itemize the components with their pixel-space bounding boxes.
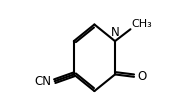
Text: O: O bbox=[137, 70, 146, 83]
Text: CN: CN bbox=[35, 75, 52, 88]
Text: N: N bbox=[111, 26, 120, 39]
Text: CH₃: CH₃ bbox=[132, 19, 152, 29]
